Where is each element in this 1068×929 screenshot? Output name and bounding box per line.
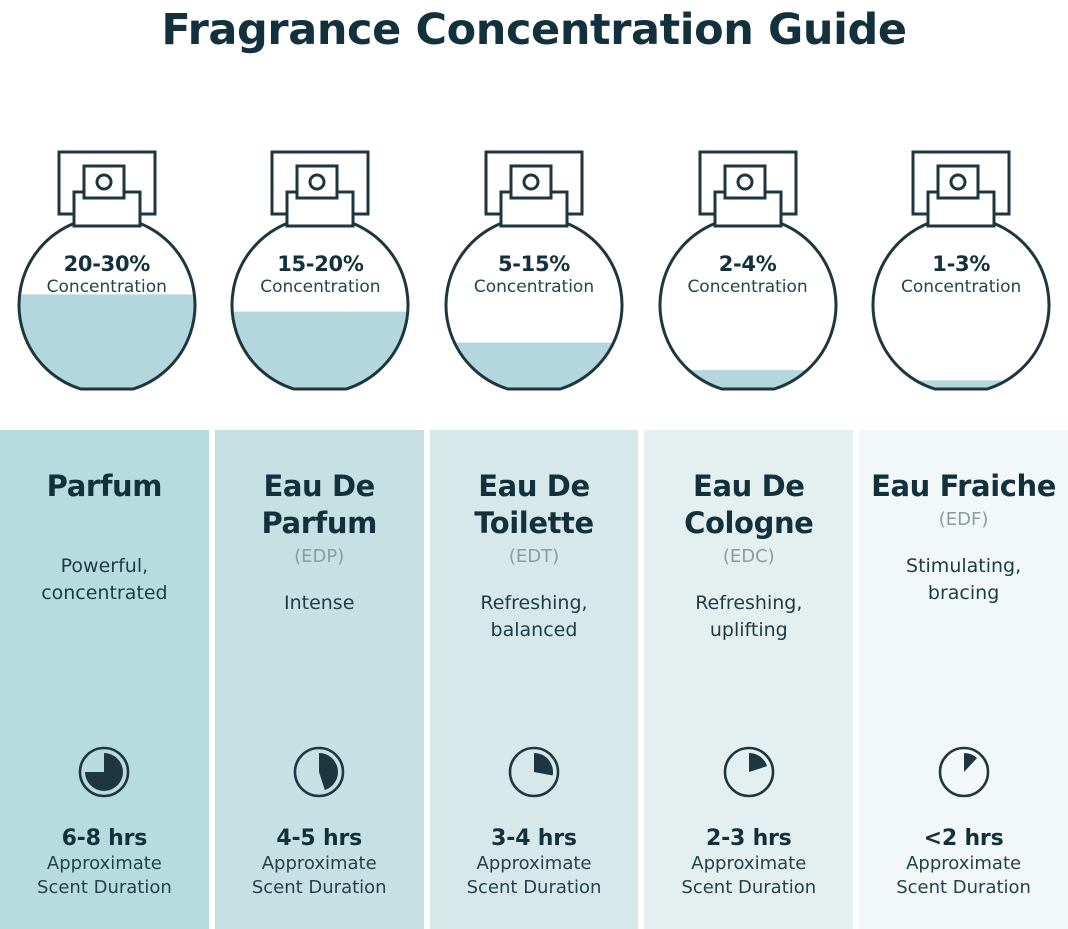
fragrance-description: Stimulating, bracing	[906, 555, 1022, 605]
duration-sub-line-1: Approximate	[906, 853, 1022, 875]
duration-block: 4-5 hrs Approximate Scent Duration	[215, 744, 424, 899]
fragrance-column-2[interactable]: Eau De Parfum (EDP) Intense 4-5 hrs Approxim…	[214, 430, 430, 929]
fragrance-abbreviation: (EDT)	[508, 546, 560, 568]
clock-pie-icon	[723, 746, 775, 798]
duration-value: <2 hrs	[923, 825, 1004, 851]
duration-sub-line-2: Scent Duration	[251, 876, 387, 898]
fragrance-name-block: Parfum	[0, 468, 209, 531]
duration-sub-line-1: Approximate	[46, 853, 162, 875]
bottle-cell: 20-30% Concentration	[0, 140, 214, 425]
fragrance-name: Parfum	[46, 469, 163, 503]
fragrance-abbreviation	[0, 509, 209, 531]
perfume-bottle-icon	[17, 150, 197, 391]
duration-sub-line-2: Scent Duration	[37, 876, 172, 898]
duration-value: 6-8 hrs	[61, 825, 148, 851]
page-title: Fragrance Concentration Guide	[161, 5, 907, 55]
fragrance-abbreviation: (EDC)	[722, 546, 775, 568]
duration-block: 2-3 hrs Approximate Scent Duration	[644, 744, 853, 899]
fragrance-name: Eau Fraiche	[871, 469, 1057, 503]
fragrance-column-3[interactable]: Eau De Toilette (EDT) Refreshing, balanced…	[429, 430, 645, 929]
fragrance-column-4[interactable]: Eau De Cologne (EDC) Refreshing, uplifting…	[644, 430, 860, 929]
duration-sub-line-2: Scent Duration	[681, 876, 817, 898]
clock-pie-icon	[938, 746, 989, 798]
duration-value: 3-4 hrs	[491, 825, 577, 851]
duration-value: 2-3 hrs	[705, 825, 792, 851]
fragrance-name: Eau De Cologne	[684, 469, 814, 541]
fragrance-name-block: Eau Fraiche (EDF)	[859, 468, 1068, 531]
clock-pie-icon	[79, 746, 130, 798]
duration-sub-line-2: Scent Duration	[466, 876, 602, 898]
duration-sub-line-1: Approximate	[261, 853, 377, 875]
clock-pie-icon	[508, 746, 560, 798]
fragrance-name: Eau De Parfum	[261, 469, 377, 541]
duration-sub-line-1: Approximate	[691, 853, 807, 875]
fragrance-name-block: Eau De Toilette (EDT)	[430, 468, 639, 568]
bottle-cell: 5-15% Concentration	[427, 140, 641, 425]
duration-sub-line-2: Scent Duration	[896, 876, 1031, 898]
fragrance-name-block: Eau De Cologne (EDC)	[644, 468, 853, 568]
fragrance-name: Eau De Toilette	[474, 469, 594, 541]
perfume-bottle-icon	[871, 150, 1051, 391]
duration-value: 4-5 hrs	[276, 825, 362, 851]
fragrance-column-1[interactable]: Parfum Powerful, concentrated 6-8 hrs Appro…	[0, 430, 215, 929]
fragrance-description: Powerful, concentrated	[41, 555, 168, 605]
bottle-cell: 1-3% Concentration	[854, 140, 1068, 425]
fragrance-abbreviation: (EDF)	[938, 509, 989, 531]
clock-pie-icon	[293, 746, 345, 798]
duration-block: <2 hrs Approximate Scent Duration	[859, 744, 1068, 899]
perfume-bottle-icon	[444, 150, 624, 391]
fragrance-description: Intense	[283, 592, 355, 615]
fragrance-abbreviation: (EDP)	[294, 546, 345, 568]
fragrance-description: Refreshing, balanced	[480, 592, 588, 642]
duration-sub-line-1: Approximate	[476, 853, 592, 875]
bottle-row: 20-30% Concentration 15-20% Concentration 5-…	[0, 140, 1068, 425]
fragrance-name-block: Eau De Parfum (EDP)	[215, 468, 424, 568]
perfume-bottle-icon	[658, 150, 838, 391]
perfume-bottle-icon	[230, 150, 410, 391]
bottle-cell: 15-20% Concentration	[214, 140, 428, 425]
fragrance-panel-row: Parfum Powerful, concentrated 6-8 hrs Appro…	[0, 430, 1068, 929]
fragrance-column-5[interactable]: Eau Fraiche (EDF) Stimulating, bracing <2 h…	[859, 430, 1068, 929]
fragrance-description: Refreshing, uplifting	[695, 592, 803, 642]
bottle-cell: 2-4% Concentration	[641, 140, 855, 425]
duration-block: 3-4 hrs Approximate Scent Duration	[430, 744, 639, 899]
duration-block: 6-8 hrs Approximate Scent Duration	[0, 744, 209, 899]
